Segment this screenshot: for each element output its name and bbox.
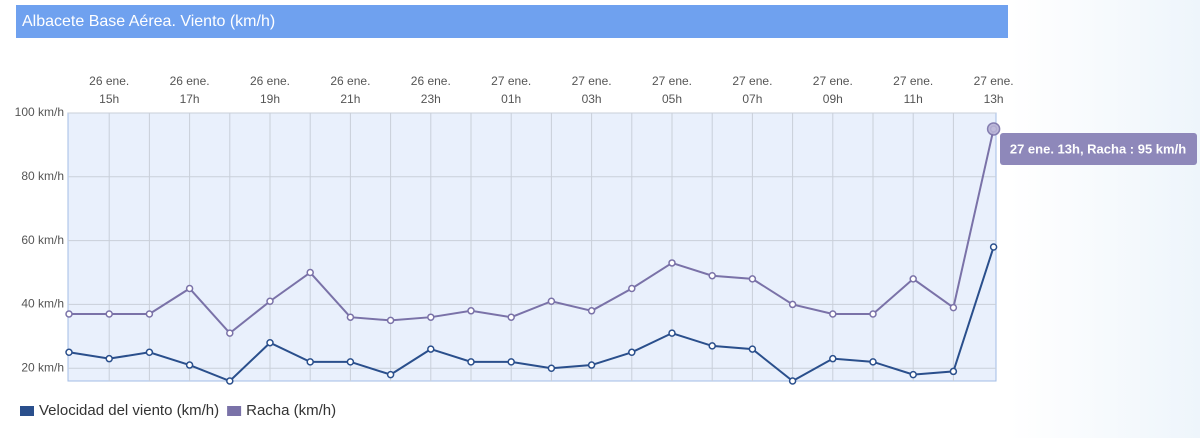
series-line [68, 246, 995, 383]
data-point [105, 310, 113, 318]
x-tick-label: 26 ene. [411, 74, 451, 88]
data-point [628, 348, 636, 357]
tooltip-text: 27 ene. 13h, Racha : 95 km/h [1010, 141, 1186, 156]
x-tick-label: 26 ene. [89, 74, 129, 88]
data-point [869, 310, 877, 318]
data-point [226, 329, 234, 337]
x-tick-label: 01h [501, 92, 521, 106]
data-point [226, 377, 234, 385]
x-tick-label: 27 ene. [974, 74, 1014, 88]
x-tick-label: 27 ene. [893, 74, 933, 88]
legend-label: Velocidad del viento (km/h) [39, 402, 219, 419]
data-point [708, 342, 716, 350]
x-tick-label: 19h [260, 92, 280, 106]
data-point [145, 310, 154, 318]
x-tick-label: 23h [421, 92, 441, 106]
data-point [306, 268, 314, 277]
plot-area [67, 112, 997, 382]
x-tick-label: 26 ene. [170, 74, 210, 88]
data-point [869, 358, 877, 366]
data-point [748, 275, 757, 283]
data-point [105, 354, 113, 363]
chart-title: Albacete Base Aérea. Viento (km/h) [22, 13, 275, 30]
data-point [668, 259, 676, 267]
x-tick-label: 27 ene. [491, 74, 531, 88]
data-point [306, 358, 314, 366]
data-point [427, 313, 435, 321]
data-point [346, 313, 355, 321]
data-point [145, 348, 154, 357]
data-point [949, 303, 958, 312]
data-point [788, 377, 797, 385]
data-point [587, 307, 596, 315]
data-point [185, 284, 194, 293]
data-point [346, 358, 355, 366]
data-point [829, 354, 837, 363]
data-point [909, 370, 917, 379]
series-line [69, 128, 995, 335]
header-bar [16, 5, 1008, 38]
y-tick-label: 100 km/h [15, 105, 64, 119]
data-point [507, 313, 515, 321]
data-point [507, 358, 515, 366]
legend-label: Racha (km/h) [246, 402, 336, 419]
y-tick-label: 20 km/h [21, 360, 64, 374]
data-point [266, 338, 274, 347]
tooltip [1000, 133, 1197, 165]
data-point [587, 361, 596, 369]
x-tick-label: 27 ene. [572, 74, 612, 88]
data-point [547, 297, 556, 305]
x-tick-label: 09h [823, 92, 843, 106]
x-tick-label: 21h [340, 92, 360, 106]
data-point [909, 275, 917, 283]
data-point [668, 329, 676, 337]
data-point [467, 358, 475, 366]
x-tick-label: 13h [984, 92, 1004, 106]
x-tick-label: 27 ene. [732, 74, 772, 88]
x-tick-label: 03h [582, 92, 602, 106]
legend-swatch [20, 406, 34, 416]
x-tick-label: 11h [904, 92, 923, 106]
data-point [266, 297, 274, 305]
legend-swatch [227, 406, 242, 416]
data-point [65, 310, 73, 318]
x-tick-label: 27 ene. [652, 74, 692, 88]
x-tick-label: 07h [742, 92, 762, 106]
data-point [989, 243, 998, 251]
y-tick-label: 40 km/h [21, 297, 64, 311]
x-tick-label: 26 ene. [250, 74, 290, 88]
data-point [467, 307, 475, 315]
data-point [748, 345, 757, 353]
data-point [829, 310, 837, 318]
data-point [65, 348, 73, 357]
data-point [185, 361, 194, 369]
x-tick-label: 05h [662, 92, 682, 106]
data-point [628, 284, 636, 293]
data-point [788, 300, 797, 309]
x-tick-label: 27 ene. [813, 74, 853, 88]
highlight-point [986, 122, 1001, 136]
y-tick-label: 60 km/h [21, 233, 64, 247]
data-point [386, 316, 395, 325]
x-tick-label: 15h [99, 92, 119, 106]
x-tick-label: 17h [180, 92, 200, 106]
data-point [547, 364, 556, 372]
data-point [949, 367, 958, 376]
data-point [708, 271, 716, 280]
data-point [427, 345, 435, 353]
x-tick-label: 26 ene. [330, 74, 370, 88]
data-point [386, 370, 395, 379]
background-decor [1010, 0, 1200, 438]
y-tick-label: 80 km/h [21, 169, 64, 183]
